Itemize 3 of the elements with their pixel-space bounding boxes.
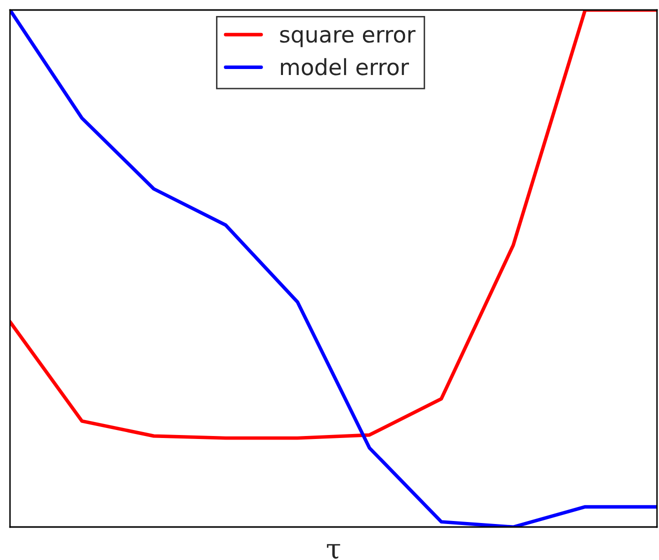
x-axis-title: τ bbox=[326, 544, 340, 559]
legend-label: square error bbox=[280, 30, 416, 48]
legend-label: model error bbox=[280, 58, 409, 76]
